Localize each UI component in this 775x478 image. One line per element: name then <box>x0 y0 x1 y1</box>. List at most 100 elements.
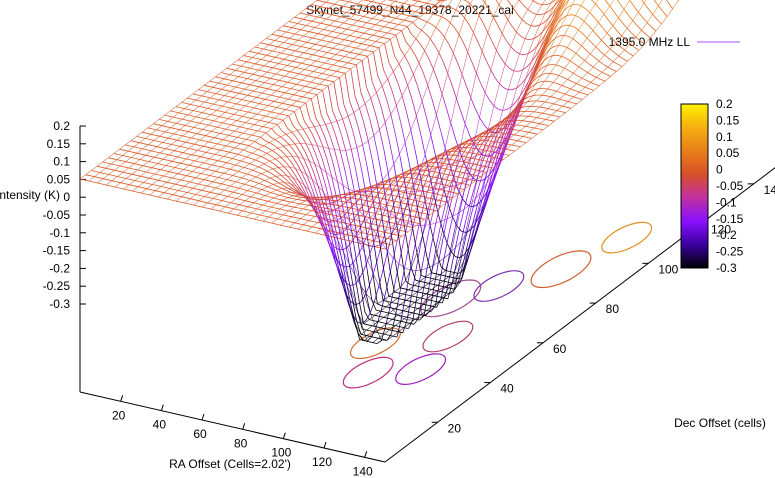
surface-segment <box>130 140 136 143</box>
surface-segment <box>407 294 412 297</box>
surface-segment <box>349 169 355 192</box>
surface-segment <box>433 68 439 81</box>
surface-segment <box>322 34 327 37</box>
surface-segment <box>293 94 299 97</box>
surface-segment <box>414 285 419 287</box>
surface-segment <box>352 130 358 148</box>
surface-segment <box>256 113 262 116</box>
surface-segment <box>486 154 492 157</box>
surface-segment <box>282 86 287 88</box>
surface-segment <box>317 185 323 201</box>
surface-segment <box>525 125 530 128</box>
surface-segment <box>416 26 422 31</box>
surface-segment <box>328 231 334 235</box>
surface-segment <box>288 144 294 151</box>
surface-segment <box>297 156 303 166</box>
surface-segment <box>479 144 485 146</box>
surface-segment <box>176 139 182 142</box>
surface-segment <box>281 69 286 72</box>
surface-segment <box>357 3 362 6</box>
surface-segment <box>383 300 388 302</box>
surface-segment <box>512 87 518 91</box>
surface-segment <box>351 232 357 259</box>
surface-segment <box>201 189 206 192</box>
surface-segment <box>219 77 225 80</box>
surface-segment <box>614 52 620 57</box>
surface-segment <box>555 115 560 118</box>
surface-segment <box>523 4 528 10</box>
surface-segment <box>343 104 349 117</box>
surface-segment <box>239 126 245 129</box>
surface-segment <box>400 202 406 205</box>
surface-segment <box>278 167 284 172</box>
surface-segment <box>366 165 372 190</box>
surface-segment <box>374 314 380 317</box>
surface-segment <box>233 114 239 116</box>
surface-segment <box>131 173 137 176</box>
surface-segment <box>217 87 222 90</box>
surface-segment <box>281 204 286 206</box>
surface-segment <box>310 231 316 234</box>
surface-segment <box>541 118 546 120</box>
surface-segment <box>403 73 409 86</box>
surface-segment <box>169 188 175 190</box>
surface-segment <box>531 12 537 15</box>
surface-segment <box>220 188 225 191</box>
surface-segment <box>402 319 408 333</box>
surface-segment <box>583 69 588 73</box>
surface-segment <box>291 131 297 138</box>
surface-segment <box>267 71 272 74</box>
surface-segment <box>260 156 266 159</box>
surface-segment <box>428 282 434 285</box>
surface-segment <box>299 90 304 92</box>
surface-segment <box>480 176 486 193</box>
surface-segment <box>394 308 400 311</box>
surface-segment <box>404 142 410 165</box>
surface-segment <box>107 179 112 182</box>
surface-segment <box>271 188 277 191</box>
surface-segment <box>336 15 341 18</box>
surface-segment <box>301 46 306 48</box>
surface-segment <box>285 92 290 95</box>
surface-segment <box>367 271 373 301</box>
surface-segment <box>483 165 488 168</box>
surface-segment <box>341 11 347 13</box>
surface-segment <box>279 96 284 99</box>
surface-segment <box>337 200 342 202</box>
surface-segment <box>96 165 102 168</box>
surface-segment <box>213 198 218 200</box>
surface-segment <box>157 163 162 165</box>
surface-segment <box>417 86 423 102</box>
surface-segment <box>393 313 398 316</box>
surface-segment <box>196 172 202 174</box>
surface-segment <box>275 158 280 163</box>
surface-segment <box>337 48 342 51</box>
surface-segment <box>328 46 333 49</box>
surface-segment <box>201 134 206 137</box>
surface-segment <box>185 180 190 183</box>
surface-segment <box>453 212 459 233</box>
surface-segment <box>249 50 254 53</box>
surface-segment <box>459 209 465 228</box>
surface-segment <box>469 3 475 10</box>
surface-segment <box>273 197 279 200</box>
surface-segment <box>364 103 370 119</box>
surface-segment <box>379 315 384 318</box>
surface-segment <box>321 56 326 59</box>
surface-segment <box>271 111 276 114</box>
surface-segment <box>230 90 235 93</box>
surface-segment <box>503 87 509 91</box>
surface-segment <box>549 119 555 122</box>
y-tick-label: 60 <box>553 342 567 356</box>
surface-segment <box>338 4 344 7</box>
surface-segment <box>429 299 434 302</box>
surface-segment <box>292 60 298 63</box>
surface-segment <box>471 62 477 74</box>
surface-segment <box>562 45 568 48</box>
surface-segment <box>124 183 130 186</box>
surface-segment <box>642 17 648 23</box>
surface-segment <box>566 14 572 17</box>
surface-segment <box>232 158 237 161</box>
surface-segment <box>295 168 301 177</box>
surface-segment <box>427 208 432 211</box>
